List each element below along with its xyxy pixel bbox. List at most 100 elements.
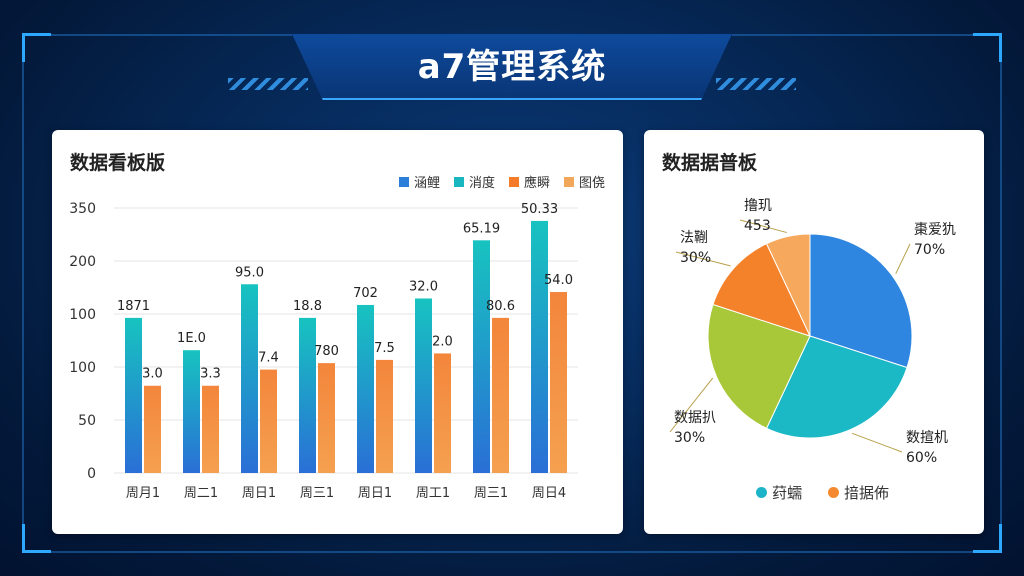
legend-label: 荮蠕 xyxy=(772,484,803,502)
pie-slice-label: 数据扒 xyxy=(674,410,716,426)
bar-series-1 xyxy=(183,350,200,473)
bar-series-1 xyxy=(357,304,374,473)
bar-data-label: 95.0 xyxy=(235,265,264,280)
bar-series-2 xyxy=(318,363,335,473)
pie-chart-title: 数据据普板 xyxy=(662,152,758,174)
legend-label: 揞据佈 xyxy=(844,484,890,502)
bar-data-label: 1871 xyxy=(117,299,150,314)
legend-item: 涵鲤 xyxy=(398,172,440,191)
pie-chart-legend: 荮蠕 揞据佈 xyxy=(756,482,889,503)
bar-series-1 xyxy=(299,317,316,473)
legend-item: 荮蠕 xyxy=(756,482,802,503)
legend-swatch xyxy=(508,176,519,187)
bar-series-1 xyxy=(241,284,258,473)
bar-series-2 xyxy=(550,292,567,473)
bar-data-label: 2.0 xyxy=(432,334,453,349)
pie-slice-label: 撸玑 xyxy=(744,198,772,214)
frame-bottom-line xyxy=(48,551,976,553)
x-tick-label: 周二1 xyxy=(184,486,218,501)
title-stripes-left xyxy=(228,78,308,90)
bar-data-label: 1E.0 xyxy=(177,331,206,346)
legend-label: 應瞬 xyxy=(523,176,550,191)
app-title: a7管理系统 xyxy=(417,47,607,87)
legend-swatch xyxy=(453,176,464,187)
y-tick-label: 100 xyxy=(69,360,96,376)
bar-series-2 xyxy=(376,359,393,473)
pie-slice-label: 法鞩 xyxy=(680,230,708,246)
frame-top-line-right xyxy=(732,34,976,36)
pie-leader-line xyxy=(675,251,731,267)
bar-series-2 xyxy=(434,353,451,473)
frame-corner-top-left xyxy=(22,33,51,62)
frame-top-line xyxy=(48,34,292,36)
bar-data-label: 32.0 xyxy=(409,279,438,294)
x-tick-label: 周月1 xyxy=(126,486,160,501)
title-banner xyxy=(292,34,732,100)
pie-slice-value: 70% xyxy=(914,242,945,258)
frame-corner-bottom-right xyxy=(973,524,1002,553)
pie-chart-panel: 数据据普板 棗爱犰 70% 数揎机 60% 数据扒 30% 法鞩 30% 撸玑 453 荮蠕 揞据… xyxy=(644,130,984,534)
legend-swatch xyxy=(563,176,574,187)
bar-chart-legend: 涵鲤 消度 應瞬 图侥 xyxy=(398,172,605,191)
bar-series-2 xyxy=(202,385,219,473)
legend-dot xyxy=(828,487,840,498)
frame-corner-bottom-left xyxy=(22,524,51,553)
legend-item: 图侥 xyxy=(563,172,605,191)
legend-label: 消度 xyxy=(468,176,495,191)
bar-data-label: 50.33 xyxy=(521,202,558,217)
pie-slice xyxy=(707,303,811,429)
pie-slice-value: 30% xyxy=(674,430,705,446)
frame-left-line xyxy=(22,60,24,526)
pie-slice xyxy=(712,243,811,337)
x-tick-label: 周日1 xyxy=(358,486,392,501)
pie-chart: 棗爱犰 70% 数揎机 60% 数据扒 30% 法鞩 30% 撸玑 453 xyxy=(669,198,956,466)
legend-label: 涵鲤 xyxy=(413,176,440,191)
y-tick-label: 50 xyxy=(78,413,96,429)
bar-series-2 xyxy=(492,317,509,473)
bar-series-1 xyxy=(473,240,490,473)
bar-data-label: 3.3 xyxy=(200,367,221,382)
pie-slice-value: 30% xyxy=(680,250,711,266)
pie-leader-line xyxy=(895,243,911,274)
bar-data-label: 80.6 xyxy=(486,299,515,314)
legend-label: 图侥 xyxy=(578,176,605,191)
pie-slice xyxy=(809,233,913,369)
pie-slice-value: 60% xyxy=(906,450,937,466)
legend-item: 應瞬 xyxy=(508,172,550,191)
legend-item: 消度 xyxy=(453,172,495,191)
bar-data-label: 7.4 xyxy=(258,351,279,366)
bar-data-label: 54.0 xyxy=(544,273,573,288)
pie-slice xyxy=(765,233,811,337)
pie-leader-line xyxy=(739,219,788,234)
y-tick-label: 200 xyxy=(69,254,96,270)
x-tick-label: 周三1 xyxy=(300,486,334,501)
title-stripes-right xyxy=(716,78,796,90)
bar-series-1 xyxy=(125,317,142,473)
bar-series-2 xyxy=(144,385,161,473)
bar-data-label: 780 xyxy=(314,344,339,359)
y-tick-label: 350 xyxy=(69,201,96,217)
bar-chart-title: 数据看板版 xyxy=(70,152,166,174)
y-tick-label: 0 xyxy=(87,466,96,482)
pie-leader-line xyxy=(851,432,903,453)
bar-data-label: 18.8 xyxy=(293,299,322,314)
legend-item: 揞据佈 xyxy=(828,482,889,503)
frame-corner-top-right xyxy=(973,33,1002,62)
bar-series-1 xyxy=(415,298,432,473)
bar-data-label: 65.19 xyxy=(463,221,500,236)
bar-data-label: 702 xyxy=(353,286,378,301)
x-tick-label: 周日1 xyxy=(242,486,276,501)
bar-series-2 xyxy=(260,369,277,473)
x-tick-label: 周三1 xyxy=(474,486,508,501)
pie-slice-value: 453 xyxy=(744,218,771,234)
pie-leader-line xyxy=(669,377,714,433)
bar-series-1 xyxy=(531,220,548,473)
x-tick-label: 周日4 xyxy=(532,486,566,501)
pie-slice-label: 数揎机 xyxy=(906,430,948,446)
bar-data-label: 3.0 xyxy=(142,367,163,382)
legend-swatch xyxy=(398,176,409,187)
pie-slice xyxy=(765,335,908,439)
x-tick-label: 周工1 xyxy=(416,486,450,501)
bar-chart: 350 200 100 100 50 0 1871 3.0 周月1 1E.0 3.3 周二1 95.0 7… xyxy=(69,201,578,501)
y-tick-label: 100 xyxy=(69,307,96,323)
